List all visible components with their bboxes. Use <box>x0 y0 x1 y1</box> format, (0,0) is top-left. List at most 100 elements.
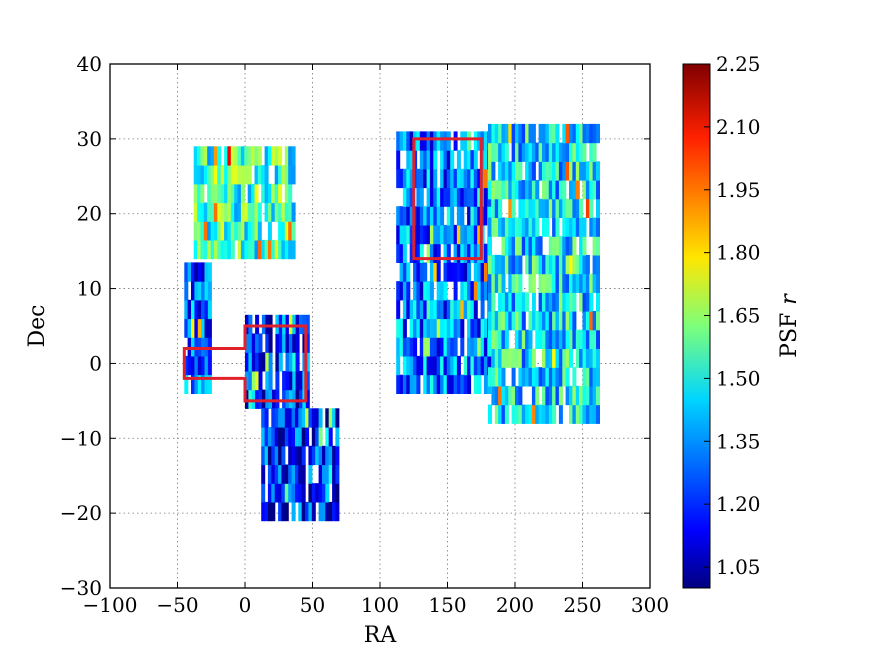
coverage-cell <box>298 483 303 503</box>
coverage-cell <box>456 299 461 320</box>
coverage-cell <box>413 281 418 301</box>
coverage-cell <box>322 483 326 503</box>
coverage-cell <box>416 243 421 263</box>
x-tick-label: −100 <box>83 593 138 617</box>
coverage-cell <box>419 150 424 170</box>
coverage-cell <box>396 131 401 151</box>
coverage-cell <box>473 224 478 245</box>
coverage-cell <box>592 404 597 424</box>
coverage-cell <box>501 292 506 312</box>
coverage-cell <box>194 299 199 320</box>
coverage-cell <box>470 224 475 245</box>
coverage-cell <box>409 187 414 207</box>
coverage-cell <box>308 408 313 428</box>
coverage-cell <box>450 224 455 245</box>
coverage-cell <box>443 281 448 301</box>
coverage-cell <box>230 165 235 185</box>
coverage-cell <box>453 168 458 189</box>
coverage-cell <box>555 385 560 406</box>
coverage-cell <box>528 236 533 256</box>
coverage-cell <box>548 123 553 144</box>
coverage-cell <box>440 355 445 376</box>
coverage-cell <box>552 385 557 406</box>
coverage-cell <box>575 329 580 349</box>
coverage-cell <box>477 355 482 376</box>
coverage-cell <box>491 329 496 349</box>
coverage-cell <box>210 146 215 166</box>
coverage-cell <box>443 243 448 263</box>
coverage-cell <box>467 374 472 394</box>
coverage-cell <box>409 337 414 357</box>
coverage-cell <box>234 146 239 166</box>
coverage-cell <box>498 180 503 200</box>
coverage-cell <box>483 187 488 207</box>
x-tick-label: 300 <box>631 593 669 617</box>
coverage-cell <box>426 168 431 189</box>
coverage-cell <box>261 183 266 204</box>
coverage-cell <box>197 299 202 320</box>
coverage-cell <box>416 262 421 282</box>
coverage-cell <box>473 131 478 151</box>
coverage-cell <box>525 404 530 424</box>
coverage-cell <box>406 131 411 151</box>
coverage-cell <box>569 217 573 237</box>
coverage-cell <box>191 355 195 376</box>
coverage-cell <box>258 389 263 409</box>
coverage-cell <box>515 311 519 331</box>
coverage-cell <box>511 273 516 293</box>
coverage-cell <box>291 427 296 447</box>
coverage-cell <box>213 146 218 166</box>
coverage-cell <box>542 180 546 200</box>
coverage-cell <box>274 427 279 447</box>
coverage-cell <box>416 206 421 226</box>
coverage-cell <box>518 254 523 275</box>
coverage-cell <box>535 385 540 406</box>
coverage-cell <box>291 221 296 241</box>
coverage-cell <box>299 314 303 335</box>
coverage-cell <box>538 404 543 424</box>
coverage-cell <box>433 206 438 226</box>
coverage-cell <box>429 299 434 320</box>
coverage-cell <box>281 483 286 503</box>
coverage-cell <box>525 348 530 368</box>
coverage-cell <box>542 217 546 237</box>
coverage-cell <box>450 355 455 376</box>
coverage-cell <box>409 299 414 320</box>
coverage-cell <box>311 445 316 466</box>
coverage-cell <box>518 217 523 237</box>
coverage-cell <box>579 236 584 256</box>
coverage-cell <box>589 404 594 424</box>
coverage-cell <box>548 311 553 331</box>
coverage-cell <box>220 239 225 260</box>
coverage-cell <box>419 187 424 207</box>
coverage-cell <box>572 292 577 312</box>
coverage-cell <box>535 311 540 331</box>
coverage-cell <box>285 370 290 391</box>
coverage-cell <box>473 168 478 189</box>
coverage-cell <box>251 389 256 409</box>
coverage-cell <box>463 374 468 394</box>
coverage-cell <box>579 385 584 406</box>
coverage-cell <box>288 352 293 372</box>
coverage-cell <box>589 348 594 368</box>
coverage-cell <box>538 198 543 218</box>
coverage-cell <box>443 131 448 151</box>
coverage-cell <box>254 202 259 222</box>
coverage-cell <box>325 408 330 428</box>
coverage-cell <box>295 445 299 466</box>
coverage-cell <box>504 329 509 349</box>
coverage-cell <box>305 314 310 335</box>
coverage-cell <box>433 318 438 338</box>
coverage-cell <box>268 352 273 372</box>
coverage-cell <box>210 183 215 204</box>
coverage-cell <box>504 142 509 162</box>
coverage-cell <box>467 224 472 245</box>
coverage-cell <box>521 311 526 331</box>
coverage-cell <box>292 352 297 372</box>
coverage-cell <box>419 131 424 151</box>
coverage-cell <box>436 374 441 394</box>
coverage-cell <box>267 464 272 484</box>
coverage-cell <box>450 187 455 207</box>
coverage-cell <box>207 355 212 376</box>
coverage-cell <box>446 150 451 170</box>
